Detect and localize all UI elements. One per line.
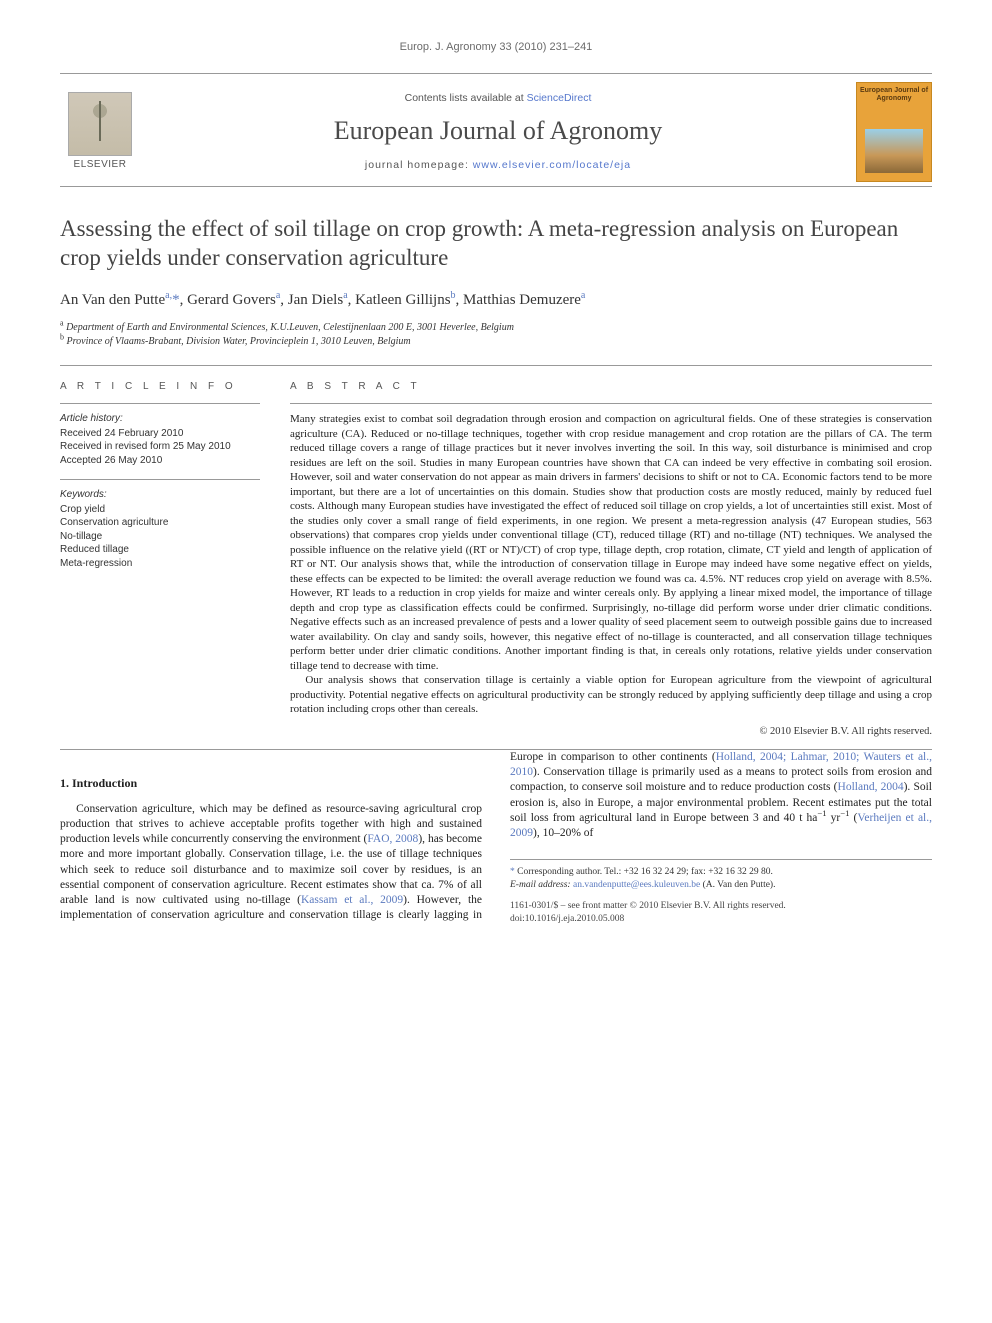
keywords-list: Crop yieldConservation agricultureNo-til… [60,503,260,571]
corr-author-text: Corresponding author. Tel.: +32 16 32 24… [517,867,773,877]
article-info-column: A R T I C L E I N F O Article history: R… [60,380,260,740]
journal-title: European Journal of Agronomy [140,113,856,148]
elsevier-tree-icon [68,92,132,156]
journal-homepage-line: journal homepage: www.elsevier.com/locat… [140,158,856,172]
divider [60,479,260,480]
abstract-column: A B S T R A C T Many strategies exist to… [290,380,932,740]
article-history-label: Article history: [60,412,260,426]
author-email-link[interactable]: an.vandenputte@ees.kuleuven.be [573,880,700,890]
footnotes: * Corresponding author. Tel.: +32 16 32 … [510,859,932,892]
body-two-column: 1. Introduction Conservation agriculture… [60,750,932,925]
divider [60,365,932,366]
sciencedirect-link[interactable]: ScienceDirect [527,92,592,104]
footer-meta: 1161-0301/$ – see front matter © 2010 El… [510,900,932,926]
journal-homepage-link[interactable]: www.elsevier.com/locate/eja [473,159,631,171]
affiliations: a Department of Earth and Environmental … [60,321,932,349]
homepage-prefix: journal homepage: [365,159,473,171]
author-list: An Van den Puttea,*, Gerard Goversa, Jan… [60,290,932,310]
cover-title: European Journal of Agronomy [857,83,931,106]
running-header: Europ. J. Agronomy 33 (2010) 231–241 [60,40,932,55]
doi-line: doi:10.1016/j.eja.2010.05.008 [510,913,932,926]
divider [60,403,260,404]
star-icon: * [510,867,515,877]
masthead-center: Contents lists available at ScienceDirec… [140,91,856,172]
journal-cover-thumbnail: European Journal of Agronomy [856,82,932,182]
abstract-heading: A B S T R A C T [290,380,932,394]
masthead: ELSEVIER Contents lists available at Sci… [60,73,932,187]
corresponding-author-note: * Corresponding author. Tel.: +32 16 32 … [510,866,932,879]
contents-prefix: Contents lists available at [405,92,527,104]
email-label: E-mail address: [510,880,571,890]
email-owner: (A. Van den Putte). [703,880,776,890]
article-title: Assessing the effect of soil tillage on … [60,215,932,273]
abstract-copyright: © 2010 Elsevier B.V. All rights reserved… [290,725,932,739]
publisher-logo-block: ELSEVIER [60,92,140,172]
front-matter-line: 1161-0301/$ – see front matter © 2010 El… [510,900,932,913]
cover-image-icon [865,129,923,173]
email-line: E-mail address: an.vandenputte@ees.kuleu… [510,879,932,892]
keywords-label: Keywords: [60,488,260,502]
abstract-text: Many strategies exist to combat soil deg… [290,412,932,717]
divider [290,403,932,404]
article-info-heading: A R T I C L E I N F O [60,380,260,394]
contents-line: Contents lists available at ScienceDirec… [140,91,856,105]
section-heading-introduction: 1. Introduction [60,776,482,792]
publisher-label: ELSEVIER [74,158,127,172]
article-history-list: Received 24 February 2010Received in rev… [60,427,260,468]
